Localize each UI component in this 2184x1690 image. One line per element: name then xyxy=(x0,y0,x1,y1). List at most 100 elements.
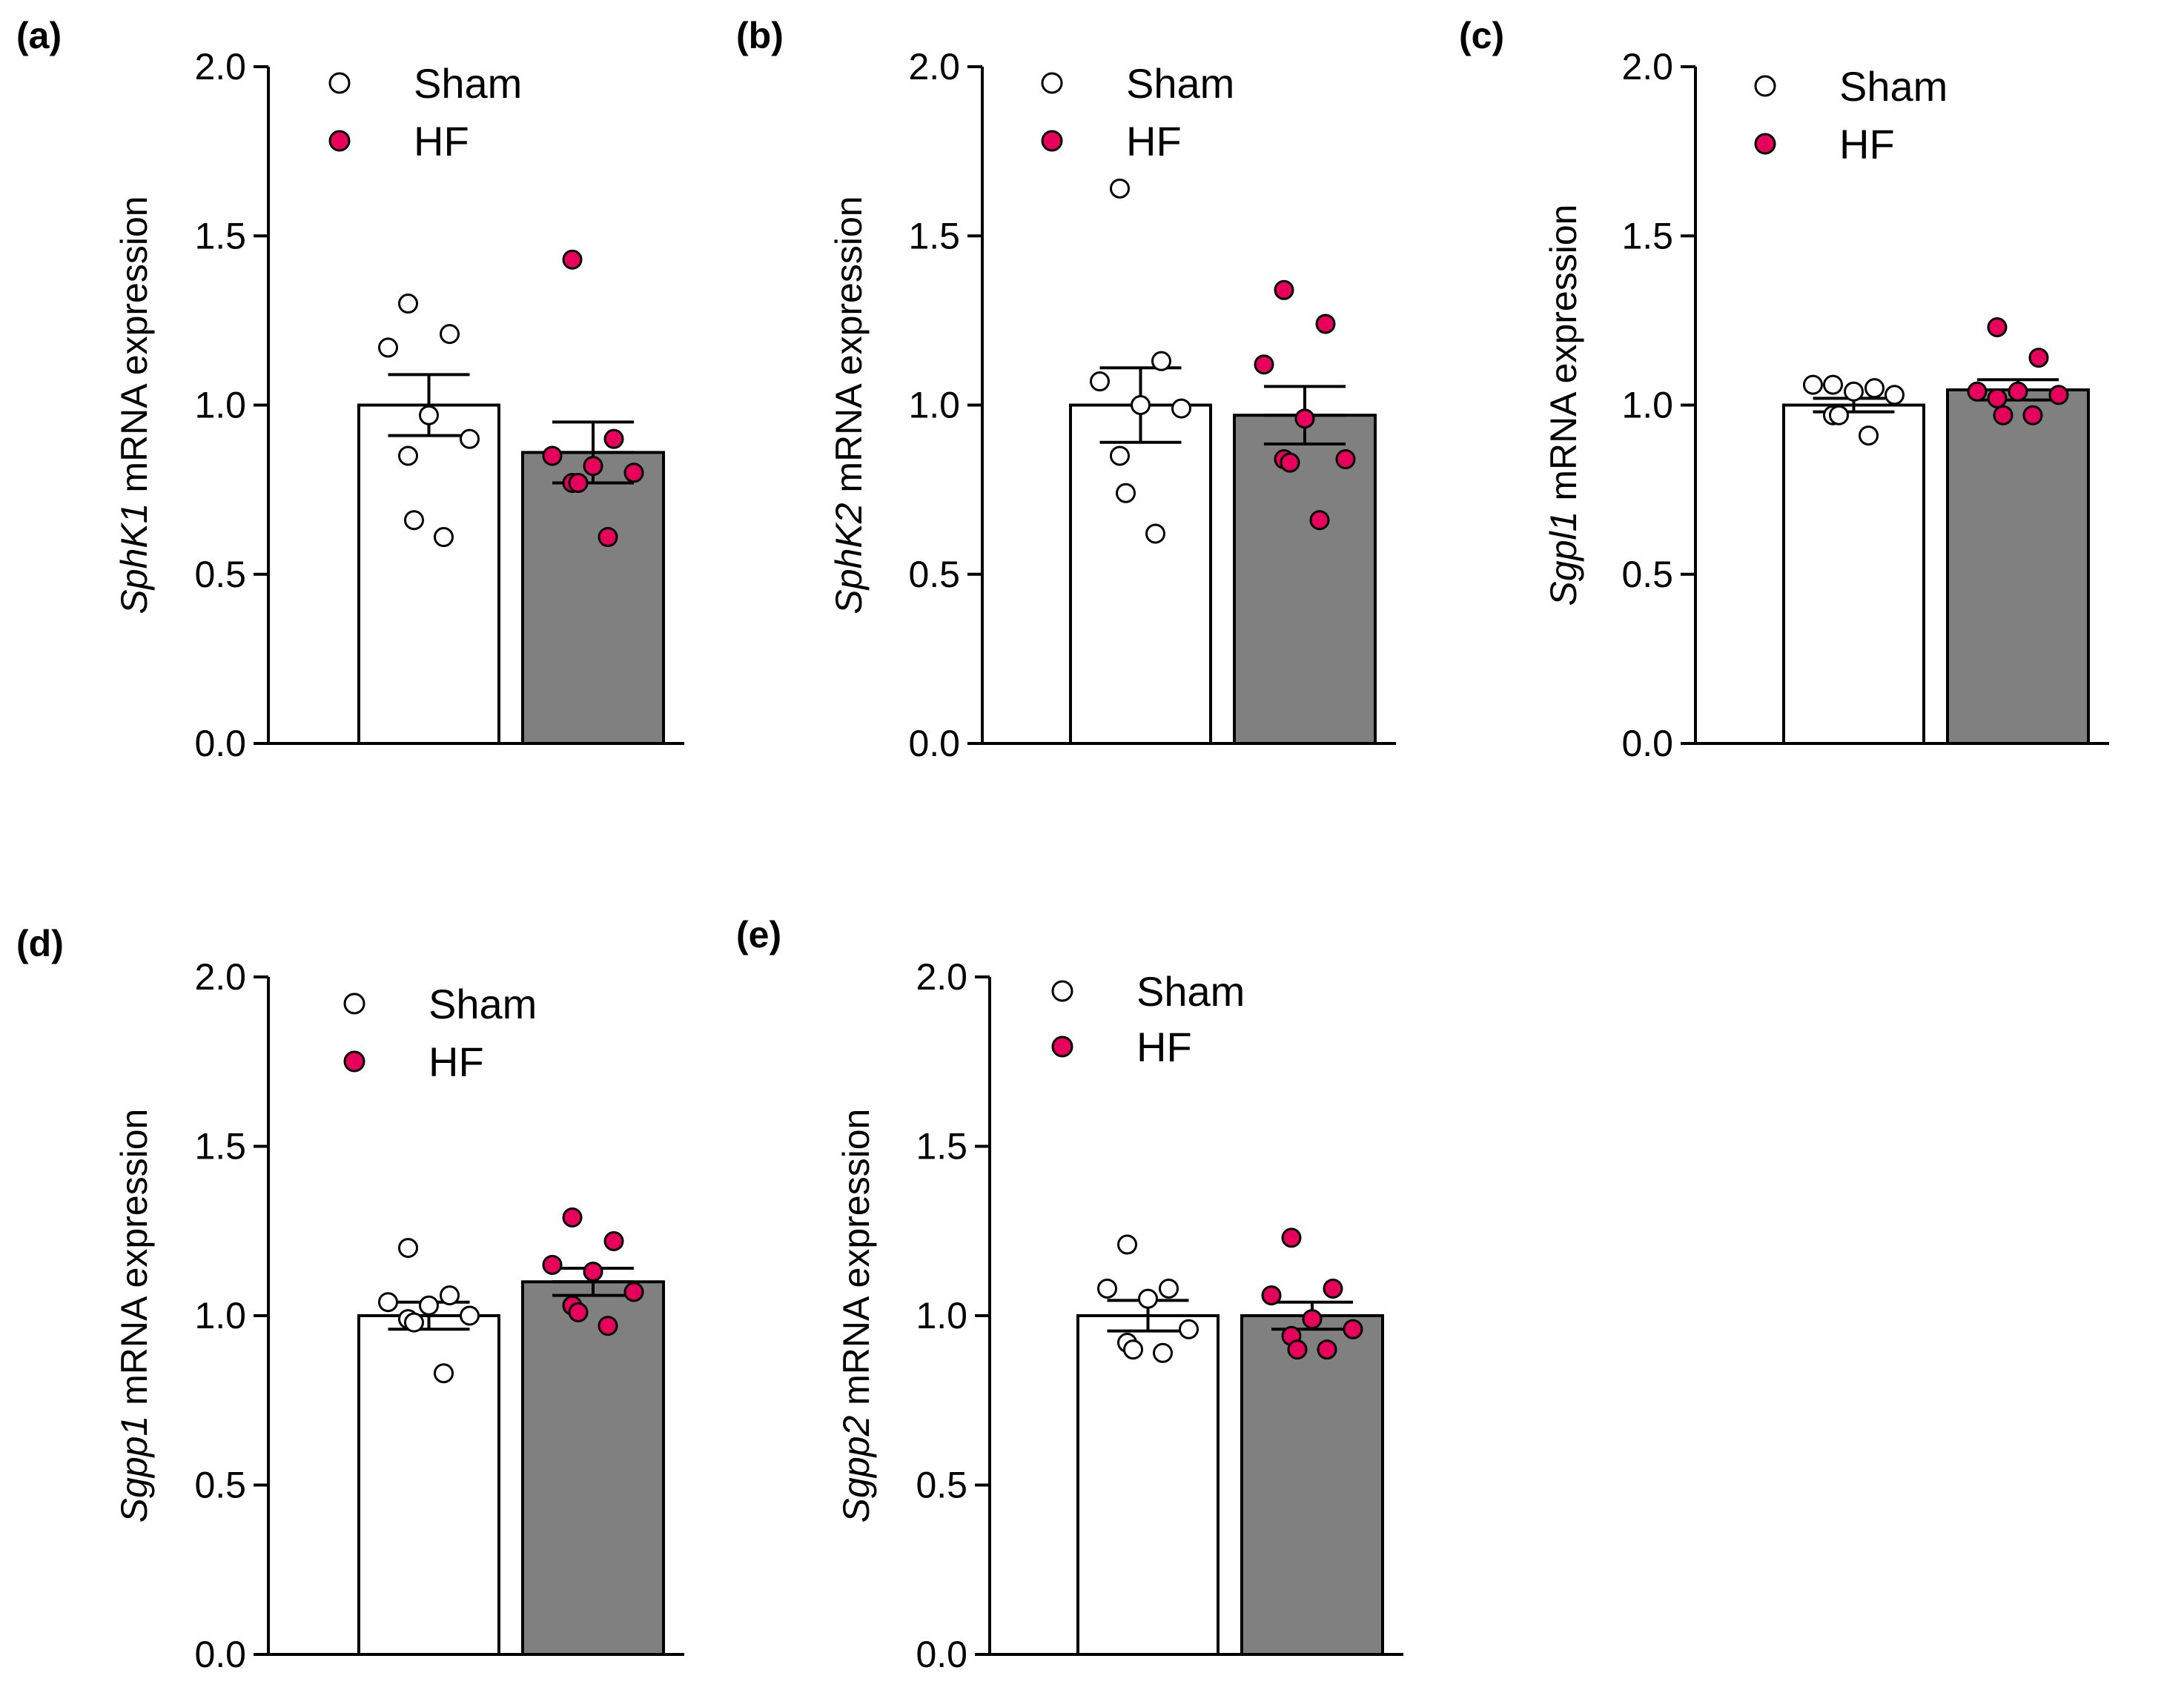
y-axis-title-rest: mRNA expression xyxy=(828,196,870,503)
bar-hf xyxy=(1233,414,1377,745)
data-point-hf xyxy=(1987,388,2008,408)
y-tick-label: 2.0 xyxy=(908,46,960,87)
data-point-hf xyxy=(1987,317,2008,338)
data-point-sham xyxy=(1090,371,1110,392)
legend: Sham HF xyxy=(1051,968,1245,1070)
bar-hf xyxy=(521,451,665,745)
legend-marker-hf xyxy=(328,130,351,152)
legend: Sham HF xyxy=(1754,63,1948,168)
panel-label: (d) xyxy=(16,923,64,964)
data-point-sham xyxy=(460,1305,480,1326)
bar-hf xyxy=(1946,388,2090,746)
data-point-hf xyxy=(1323,1278,1343,1299)
legend-label-hf: HF xyxy=(1839,121,1895,168)
data-point-hf xyxy=(1343,1319,1363,1339)
y-tick-label: 1.0 xyxy=(194,1295,246,1336)
y-axis-title-gene: Sgpp1 xyxy=(113,1416,155,1523)
y-axis-title-rest: mRNA expression xyxy=(1543,205,1584,511)
y-tick-label: 0.5 xyxy=(908,554,960,595)
data-point-hf xyxy=(2048,385,2069,405)
legend: Sham HF xyxy=(328,60,522,165)
y-axis-title: Sgpp2 mRNA expression xyxy=(835,1109,877,1523)
data-point-sham xyxy=(1123,1339,1143,1360)
data-point-hf xyxy=(1294,408,1315,429)
data-point-hf xyxy=(568,1302,589,1322)
legend-marker-hf xyxy=(1051,1035,1073,1058)
data-point-hf xyxy=(2008,381,2028,402)
y-tick-label: 0.0 xyxy=(194,723,246,764)
y-tick-label: 1.5 xyxy=(916,1126,967,1167)
legend-marker-sham xyxy=(1041,72,1063,94)
data-point-sham xyxy=(1159,1278,1179,1299)
y-tick-label: 1.5 xyxy=(1621,215,1673,256)
y-tick-label: 0.5 xyxy=(1621,554,1673,595)
data-point-sham xyxy=(1110,445,1130,466)
data-point-sham xyxy=(1823,374,1843,395)
data-point-hf xyxy=(583,1262,603,1282)
y-tick-label: 0.5 xyxy=(194,1465,246,1506)
data-point-hf xyxy=(1993,405,2013,425)
data-point-hf xyxy=(583,456,603,477)
data-point-sham xyxy=(1097,1278,1117,1299)
data-point-sham xyxy=(1117,1234,1137,1255)
data-point-hf xyxy=(562,249,583,270)
data-point-sham xyxy=(1171,398,1191,419)
y-axis-title: Sgpp1 mRNA expression xyxy=(113,1109,155,1523)
y-tick-label: 1.5 xyxy=(908,215,960,256)
y-tick-label: 2.0 xyxy=(1621,46,1673,87)
data-point-sham xyxy=(1151,351,1171,371)
legend: Sham HF xyxy=(343,981,537,1085)
data-point-sham xyxy=(1110,178,1130,199)
legend-marker-hf xyxy=(343,1050,365,1073)
data-point-hf xyxy=(1967,381,1988,402)
y-tick-label: 0.0 xyxy=(194,1634,246,1675)
legend-label-sham: Sham xyxy=(1839,63,1948,110)
y-tick-label: 1.5 xyxy=(194,215,246,256)
data-point-hf xyxy=(568,472,589,493)
data-point-sham xyxy=(398,294,418,314)
data-point-hf xyxy=(1274,279,1294,300)
error-bar-sham xyxy=(388,373,470,437)
data-point-sham xyxy=(1884,385,1905,405)
data-point-sham xyxy=(378,337,398,358)
legend-marker-hf xyxy=(1754,133,1776,155)
data-point-sham xyxy=(434,527,454,548)
legend-marker-sham xyxy=(1754,75,1776,97)
data-point-hf xyxy=(598,1316,618,1336)
y-axis-title: SphK2 mRNA expression xyxy=(828,196,870,614)
y-axis-title-rest: mRNA expression xyxy=(113,1109,155,1416)
y-tick-label: 2.0 xyxy=(916,956,967,998)
data-point-sham xyxy=(1844,381,1864,402)
data-point-hf xyxy=(1281,1227,1302,1248)
data-point-sham xyxy=(419,1295,439,1316)
legend-marker-sham xyxy=(343,993,365,1015)
data-point-sham xyxy=(419,405,439,425)
y-axis-title-gene: Sgpp2 xyxy=(835,1416,877,1523)
data-point-sham xyxy=(440,324,460,345)
data-point-hf xyxy=(1315,314,1336,334)
data-point-sham xyxy=(404,1312,424,1333)
y-axis-title: Sgpl1 mRNA expression xyxy=(1543,205,1584,606)
data-point-sham xyxy=(1803,374,1823,395)
data-point-sham xyxy=(398,1238,418,1259)
legend-marker-sham xyxy=(1051,980,1073,1002)
data-point-sham xyxy=(1829,405,1849,425)
legend-label-sham: Sham xyxy=(1126,60,1234,107)
legend-marker-hf xyxy=(1041,130,1063,152)
y-tick-label: 2.0 xyxy=(194,46,246,87)
data-point-sham xyxy=(404,510,424,531)
data-point-hf xyxy=(623,1282,644,1302)
y-tick-label: 1.0 xyxy=(908,385,960,426)
data-point-sham xyxy=(398,445,418,466)
legend-label-hf: HF xyxy=(428,1038,484,1085)
legend-label-hf: HF xyxy=(414,118,469,165)
data-point-hf xyxy=(623,463,644,483)
bar-sham xyxy=(1069,403,1212,745)
panel-label: (b) xyxy=(736,15,784,56)
data-point-sham xyxy=(1131,395,1151,415)
y-tick-label: 0.5 xyxy=(194,554,246,595)
data-point-sham xyxy=(1864,378,1884,399)
